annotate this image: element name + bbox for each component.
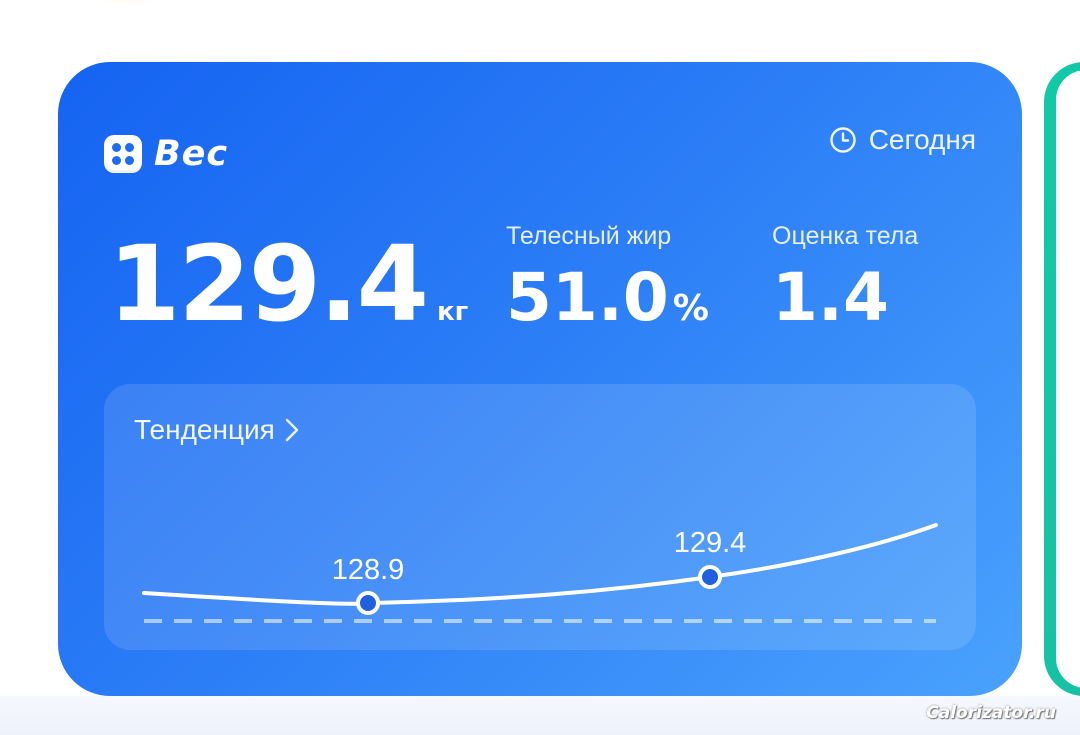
watermark: Calorizator.ru [926, 703, 1056, 723]
weight-unit: кг [436, 297, 469, 327]
body-fat-value: 51.0 [506, 259, 669, 336]
date-selector[interactable]: Сегодня [829, 124, 976, 156]
body-score-label: Оценка тела [772, 222, 919, 250]
body-fat-unit: % [672, 288, 709, 329]
trend-line [142, 523, 938, 606]
dice-grid-icon [104, 135, 142, 173]
page-background-fade [0, 696, 1080, 735]
weight-card[interactable]: Вес Сегодня 129.4 кг Телесный жир 51.0 %… [58, 62, 1022, 696]
card-header: Вес [104, 134, 228, 174]
weight-metric: 129.4 кг [108, 232, 468, 336]
next-card-inner [1056, 70, 1080, 688]
weight-value: 129.4 [108, 223, 429, 345]
body-fat-metric: Телесный жир 51.0 % [506, 222, 709, 331]
trend-point-label: 129.4 [674, 527, 747, 559]
trend-point [356, 591, 380, 615]
clock-icon [829, 127, 856, 153]
date-label: Сегодня [868, 124, 976, 155]
trend-point-label: 128.9 [332, 554, 405, 586]
trend-point [698, 565, 722, 589]
body-fat-label: Телесный жир [506, 222, 672, 250]
decorative-circle [60, 0, 170, 10]
trend-title-link[interactable]: Тенденция [134, 414, 299, 446]
chevron-right-icon [285, 418, 298, 442]
trend-title: Тенденция [134, 414, 275, 445]
body-score-metric: Оценка тела 1.4 [772, 222, 918, 331]
body-score-value: 1.4 [772, 259, 889, 336]
trend-panel[interactable]: 128.9 129.4 Тенденция [104, 384, 976, 650]
trend-chart: 128.9 129.4 [142, 523, 938, 623]
card-title: Вес [154, 134, 229, 174]
